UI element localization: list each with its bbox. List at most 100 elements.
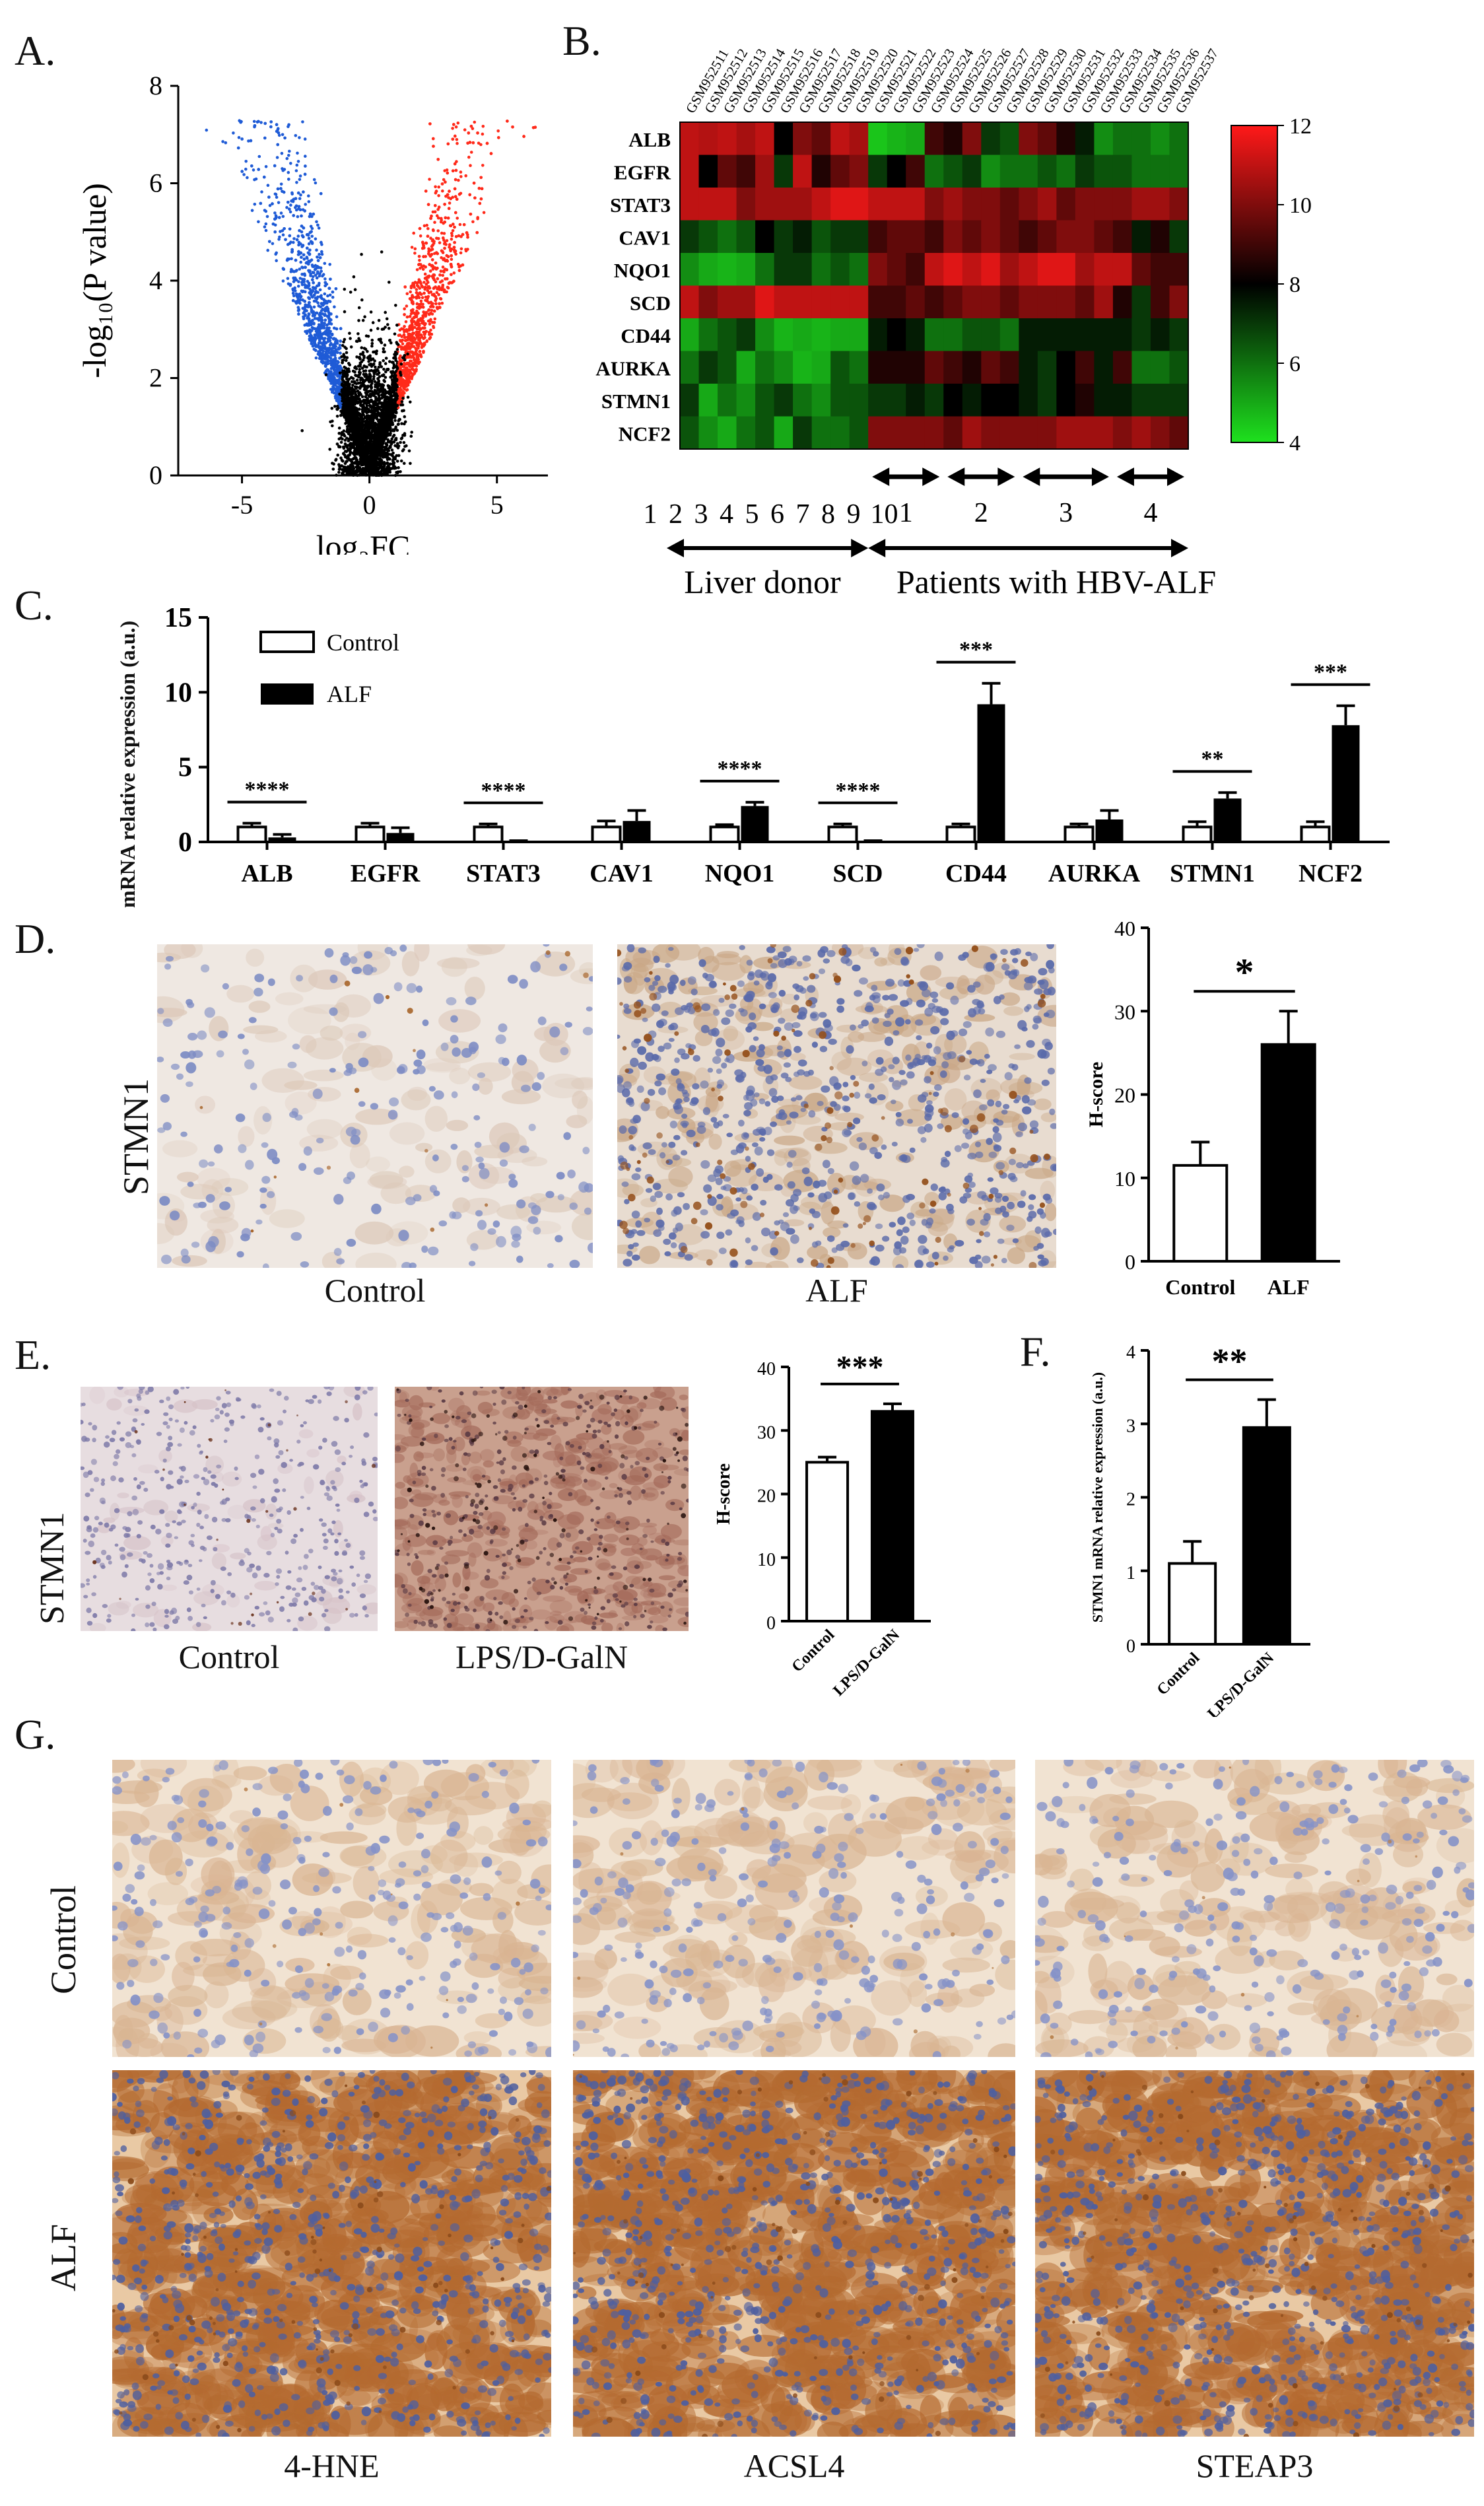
volcano-point [397, 357, 401, 360]
volcano-point [320, 318, 324, 322]
volcano-point [452, 248, 456, 252]
volcano-point [260, 190, 263, 193]
volcano-point [403, 325, 406, 328]
volcano-point [294, 269, 298, 273]
volcano-point [323, 357, 327, 361]
volcano-point [448, 224, 452, 227]
volcano-point [294, 204, 298, 208]
volcano-point [277, 238, 281, 241]
volcano-point [451, 169, 455, 172]
volcano-point [473, 120, 477, 124]
volcano-point [437, 205, 441, 209]
volcano-point [424, 314, 428, 318]
volcano-point [337, 379, 341, 382]
volcano-point [306, 233, 310, 237]
volcano-point [297, 240, 301, 244]
volcano-point [346, 390, 349, 394]
volcano-point [291, 289, 295, 292]
volcano-point [402, 365, 406, 368]
volcano-point [329, 312, 333, 316]
volcano-point [306, 246, 309, 250]
volcano-point [413, 252, 417, 255]
volcano-point [324, 306, 327, 310]
volcano-point [497, 136, 500, 139]
volcano-point [450, 281, 454, 285]
volcano-point [296, 215, 300, 219]
volcano-point [307, 236, 311, 240]
volcano-point [438, 288, 441, 291]
volcano-point [415, 288, 419, 291]
volcano-point [433, 317, 437, 321]
volcano-point [287, 170, 290, 174]
volcano-point [296, 309, 300, 312]
volcano-point [411, 295, 415, 299]
volcano-point [433, 221, 436, 224]
volcano-point [279, 182, 283, 186]
volcano-point [446, 286, 450, 290]
volcano-point [445, 239, 449, 242]
volcano-point [314, 290, 318, 293]
volcano-point [281, 229, 285, 232]
volcano-point [436, 207, 440, 211]
volcano-point [308, 260, 312, 263]
volcano-point [409, 290, 412, 294]
volcano-point [327, 375, 330, 378]
volcano-point [446, 255, 450, 258]
volcano-point [422, 224, 426, 228]
volcano-point [434, 185, 437, 189]
volcano-point [481, 125, 485, 128]
volcano-point [311, 278, 314, 281]
volcano-point [446, 216, 450, 220]
volcano-point [448, 246, 451, 249]
volcano-point [266, 184, 270, 187]
volcano-point [453, 162, 457, 166]
volcano-point [400, 335, 403, 338]
volcano-point [463, 128, 467, 131]
volcano-point [415, 283, 419, 287]
volcano-point [444, 216, 448, 220]
volcano-point [297, 243, 300, 247]
volcano-point [427, 308, 431, 312]
volcano-point [404, 384, 408, 388]
volcano-point [432, 278, 436, 281]
volcano-point [306, 315, 310, 318]
volcano-point [429, 217, 432, 221]
volcano-point [436, 277, 440, 281]
volcano-point [300, 265, 304, 269]
volcano-point [303, 209, 307, 213]
volcano-point [341, 343, 345, 347]
volcano-point [314, 287, 317, 290]
volcano-point [422, 291, 426, 295]
volcano-point [308, 287, 312, 291]
volcano-point [239, 120, 242, 124]
volcano-point [307, 242, 311, 246]
volcano-point [306, 324, 309, 327]
volcano-point [450, 258, 454, 261]
volcano-point [477, 186, 481, 190]
volcano-point [452, 271, 456, 275]
volcano-point [467, 155, 471, 159]
volcano-point [451, 127, 454, 130]
volcano-point [296, 285, 300, 288]
volcano-point [423, 272, 427, 276]
panel-label-e: E. [15, 1331, 51, 1378]
volcano-point [452, 223, 455, 226]
volcano-point [292, 240, 295, 244]
volcano-point [427, 250, 430, 254]
volcano-point [443, 246, 446, 250]
volcano-point [292, 294, 296, 298]
volcano-point [307, 200, 311, 203]
volcano-point [274, 193, 278, 196]
volcano-point [402, 386, 406, 390]
volcano-point [464, 174, 467, 178]
volcano-point [424, 190, 428, 193]
volcano-point [457, 193, 461, 196]
volcano-point [323, 281, 327, 285]
volcano-point [506, 120, 509, 123]
volcano-point [293, 286, 296, 290]
volcano-point [295, 238, 299, 242]
volcano-point [428, 263, 431, 266]
volcano-point [424, 330, 428, 333]
volcano-point [420, 284, 424, 288]
